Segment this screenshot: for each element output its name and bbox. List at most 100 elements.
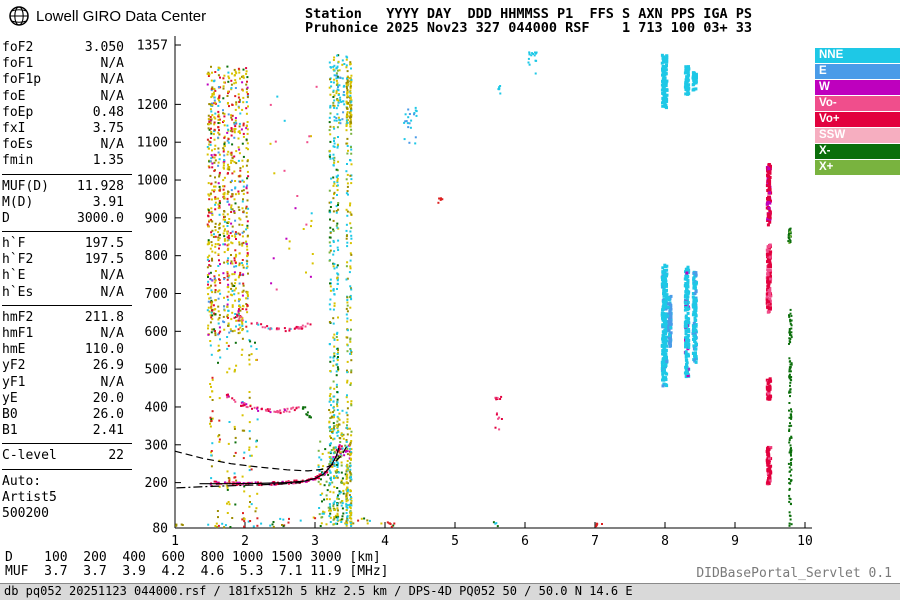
param-row-hf: h`F 197.5 <box>2 236 132 252</box>
param-label: fxI <box>2 120 26 136</box>
lowell-logo-icon <box>9 6 29 26</box>
param-value: 3.050 <box>84 40 124 55</box>
legend-item-x-minus: X- <box>815 144 900 159</box>
param-value: 20.0 <box>92 390 124 406</box>
param-row-hme: hmE 110.0 <box>2 342 132 358</box>
param-row-clevel: C-level 22 <box>2 448 132 464</box>
param-row-fof2: foF2 3.050 <box>2 40 132 56</box>
param-value: 3.91 <box>92 194 124 210</box>
param-label: h`E <box>2 268 26 284</box>
svg-text:80: 80 <box>152 522 168 537</box>
auto-heading: Auto: <box>2 473 42 489</box>
param-label: hmF2 <box>2 309 34 325</box>
separator <box>2 231 132 233</box>
svg-text:800: 800 <box>145 249 168 264</box>
param-label: fmin <box>2 153 34 169</box>
svg-text:500: 500 <box>145 363 168 378</box>
param-label: yE <box>2 390 18 406</box>
param-label: foEs <box>2 137 34 153</box>
param-label: h`F <box>2 236 26 252</box>
status-bar: db pq052 20251123 044000.rsf / 181fx512h… <box>0 583 900 600</box>
param-value: 26.9 <box>92 358 124 374</box>
svg-text:10: 10 <box>797 534 813 549</box>
param-value: N/A <box>100 137 124 153</box>
param-row-fxi: fxI 3.75 <box>2 121 132 137</box>
station-header-values: Pruhonice 2025 Nov23 327 044000 RSF 1 71… <box>305 20 753 36</box>
svg-text:9: 9 <box>731 534 739 549</box>
param-value: 0.48 <box>92 104 124 120</box>
separator <box>2 173 132 175</box>
param-value: 110.0 <box>84 342 124 358</box>
param-label: yF2 <box>2 358 26 374</box>
svg-text:4: 4 <box>381 534 389 549</box>
param-value: 22 <box>108 448 124 464</box>
separator <box>2 468 132 470</box>
svg-text:900: 900 <box>145 211 168 226</box>
param-label: C-level <box>2 448 57 464</box>
param-label: MUF(D) <box>2 178 49 194</box>
param-row-hmf1: hmF1 N/A <box>2 326 132 342</box>
separator <box>2 443 132 445</box>
svg-text:7: 7 <box>591 534 599 549</box>
svg-text:1: 1 <box>171 534 179 549</box>
brand: Lowell GIRO Data Center <box>8 5 206 27</box>
svg-text:5: 5 <box>451 534 459 549</box>
param-row-he: h`E N/A <box>2 268 132 284</box>
separator <box>2 304 132 306</box>
param-label: B1 <box>2 423 18 439</box>
servlet-version: DIDBasePortal_Servlet 0.1 <box>696 566 892 581</box>
param-row-b0: B0 26.0 <box>2 407 132 423</box>
param-label: yF1 <box>2 374 26 390</box>
param-row-d: D 3000.0 <box>2 211 132 227</box>
param-label: foF2 <box>2 40 34 55</box>
param-row-hes: h`Es N/A <box>2 285 132 301</box>
param-value: N/A <box>100 326 124 341</box>
station-header-labels: Station YYYY DAY DDD HHMMSS P1 FFS S AXN… <box>305 6 753 22</box>
param-value: 1.35 <box>92 153 124 169</box>
param-value: N/A <box>100 88 124 104</box>
param-label: foE <box>2 88 26 104</box>
svg-text:400: 400 <box>145 400 168 415</box>
status-text: db pq052 20251123 044000.rsf / 181fx512h… <box>4 584 633 598</box>
param-row-foe: foE N/A <box>2 89 132 105</box>
svg-text:1357: 1357 <box>137 39 168 54</box>
svg-text:3: 3 <box>311 534 319 549</box>
param-value: 26.0 <box>92 406 124 422</box>
d-muf-table: D 100 200 400 600 800 1000 1500 3000 [km… <box>5 551 389 579</box>
param-value: N/A <box>100 374 124 390</box>
param-row-fmin: fmin 1.35 <box>2 153 132 169</box>
param-value: 197.5 <box>84 252 124 268</box>
param-label: hmE <box>2 342 26 358</box>
svg-text:300: 300 <box>145 438 168 453</box>
param-row-mufd: MUF(D) 11.928 <box>2 179 132 195</box>
svg-text:200: 200 <box>145 476 168 491</box>
param-row-md: M(D) 3.91 <box>2 195 132 211</box>
svg-text:600: 600 <box>145 325 168 340</box>
param-value: 197.5 <box>84 236 124 252</box>
svg-text:1200: 1200 <box>137 98 168 113</box>
param-row-fof1p: foF1p N/A <box>2 72 132 88</box>
param-row-foep: foEp 0.48 <box>2 105 132 121</box>
param-value: N/A <box>100 56 124 72</box>
param-value: 11.928 <box>77 178 124 194</box>
svg-text:6: 6 <box>521 534 529 549</box>
station-header: Station YYYY DAY DDD HHMMSS P1 FFS S AXN… <box>305 7 752 35</box>
legend-item-vo-plus: Vo+ <box>815 112 900 127</box>
param-row-fof1: foF1 N/A <box>2 56 132 72</box>
param-label: B0 <box>2 406 18 422</box>
param-row-foes: foEs N/A <box>2 137 132 153</box>
param-value: 211.8 <box>84 309 124 325</box>
param-row-b1: B1 2.41 <box>2 423 132 439</box>
param-row-ye: yE 20.0 <box>2 391 132 407</box>
param-label: h`F2 <box>2 252 34 268</box>
param-label: h`Es <box>2 284 34 300</box>
param-label: M(D) <box>2 194 34 210</box>
artist-name: Artist5 <box>2 489 57 505</box>
legend-item-nne: NNE <box>815 48 900 63</box>
muf-row: MUF 3.7 3.7 3.9 4.2 4.6 5.3 7.1 11.9 [MH… <box>5 564 389 579</box>
param-label: D <box>2 210 10 226</box>
param-value: N/A <box>100 268 124 284</box>
param-value: 2.41 <box>92 423 124 439</box>
param-label: foEp <box>2 104 34 120</box>
